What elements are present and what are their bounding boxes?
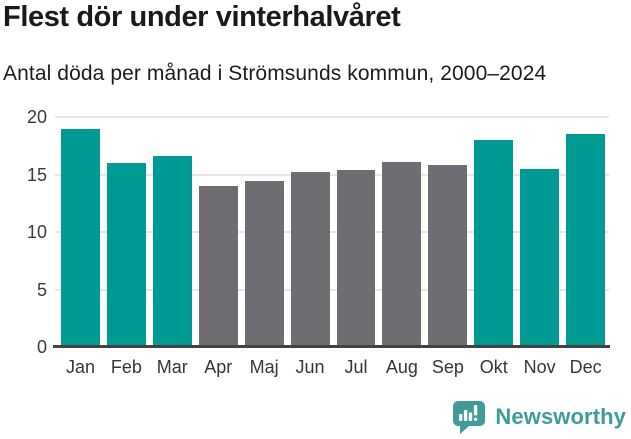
x-tick-label: Jun [295, 357, 325, 377]
footer-brand: Newsworthy [452, 400, 626, 434]
gridline-5 [55, 288, 609, 291]
bar-apr [198, 186, 238, 347]
gridline-20 [55, 116, 609, 118]
x-tick-label: Feb [110, 357, 142, 377]
gridline-15 [55, 173, 609, 176]
x-tick-label: Okt [479, 357, 508, 377]
y-tick-label: 20 [26, 107, 47, 127]
newsworthy-logo-icon [453, 401, 486, 434]
x-tick-label: Jan [65, 357, 95, 377]
y-tick-label: 5 [36, 279, 47, 300]
chart-title: Flest dör under vinterhalvåret [3, 1, 401, 33]
bar-mar [152, 156, 192, 347]
x-tick-label: Apr [204, 357, 233, 377]
gridline-10 [55, 231, 609, 233]
bar-jul [336, 169, 376, 347]
chart-subtitle: Antal döda per månad i Strömsunds kommun… [3, 62, 547, 85]
y-tick-label: 10 [26, 222, 47, 242]
x-tick-label: Nov [523, 357, 556, 377]
x-tick-label: Aug [385, 357, 418, 377]
x-axis: Jan Feb Mar Apr Maj Jun Jul Aug Sep Okt Nov Dec [61, 357, 605, 378]
x-axis-line [53, 345, 610, 348]
bars [61, 117, 606, 347]
x-tick-label: Jul [344, 357, 368, 377]
newsworthy-wordmark: Newsworthy [495, 404, 626, 429]
x-tick-label: Dec [569, 357, 602, 377]
bar-feb [106, 163, 146, 347]
y-tick-label: 15 [26, 164, 47, 185]
y-axis: 0 5 10 15 20 [0, 107, 47, 357]
plot-area [53, 116, 610, 348]
x-tick-label: Maj [249, 357, 279, 377]
bar-maj [244, 181, 284, 347]
bar-sep [428, 165, 468, 347]
bar-aug [382, 161, 422, 347]
bar-jun [290, 172, 330, 347]
bar-okt [474, 140, 514, 347]
x-tick-label: Mar [156, 357, 188, 377]
bar-jan [61, 128, 100, 347]
x-tick-label: Sep [431, 357, 464, 377]
y-tick-label: 0 [36, 337, 47, 357]
bar-dec [566, 134, 606, 347]
bar-nov [520, 168, 560, 347]
